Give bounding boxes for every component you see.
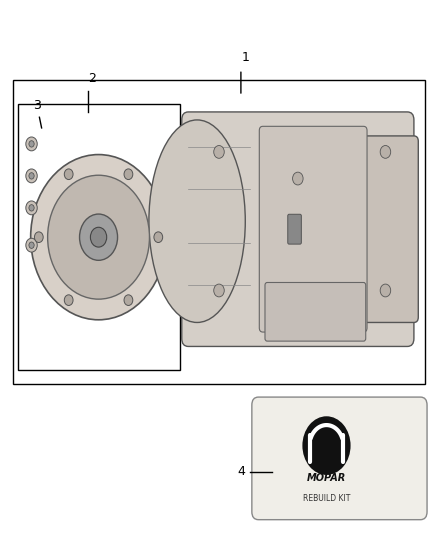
Text: 2: 2 xyxy=(88,72,96,85)
Circle shape xyxy=(35,232,43,243)
FancyBboxPatch shape xyxy=(160,219,175,256)
Circle shape xyxy=(48,175,149,299)
Circle shape xyxy=(380,146,391,158)
Circle shape xyxy=(26,169,37,183)
FancyBboxPatch shape xyxy=(350,136,418,322)
FancyBboxPatch shape xyxy=(252,397,427,520)
Circle shape xyxy=(124,169,133,180)
FancyBboxPatch shape xyxy=(182,112,414,346)
Circle shape xyxy=(29,242,34,248)
Text: MOPAR: MOPAR xyxy=(307,473,346,482)
Circle shape xyxy=(154,232,162,243)
Text: 3: 3 xyxy=(33,99,41,112)
Circle shape xyxy=(29,141,34,147)
Circle shape xyxy=(29,173,34,179)
Ellipse shape xyxy=(149,120,245,322)
Bar xyxy=(18,104,180,370)
Circle shape xyxy=(302,416,350,475)
FancyBboxPatch shape xyxy=(259,126,367,332)
Text: REBUILD KIT: REBUILD KIT xyxy=(303,495,350,503)
Text: 4: 4 xyxy=(237,465,245,478)
Circle shape xyxy=(29,205,34,211)
Circle shape xyxy=(26,137,37,151)
Text: 1: 1 xyxy=(241,51,249,64)
FancyBboxPatch shape xyxy=(265,282,366,341)
Circle shape xyxy=(64,169,73,180)
Circle shape xyxy=(80,214,117,260)
Circle shape xyxy=(214,284,224,297)
Circle shape xyxy=(293,172,303,185)
Bar xyxy=(13,80,425,384)
FancyBboxPatch shape xyxy=(288,214,301,244)
Circle shape xyxy=(90,227,107,247)
Circle shape xyxy=(31,155,166,320)
Circle shape xyxy=(64,295,73,305)
Circle shape xyxy=(26,238,37,252)
Circle shape xyxy=(26,201,37,215)
Circle shape xyxy=(380,284,391,297)
Circle shape xyxy=(124,295,133,305)
Circle shape xyxy=(214,146,224,158)
